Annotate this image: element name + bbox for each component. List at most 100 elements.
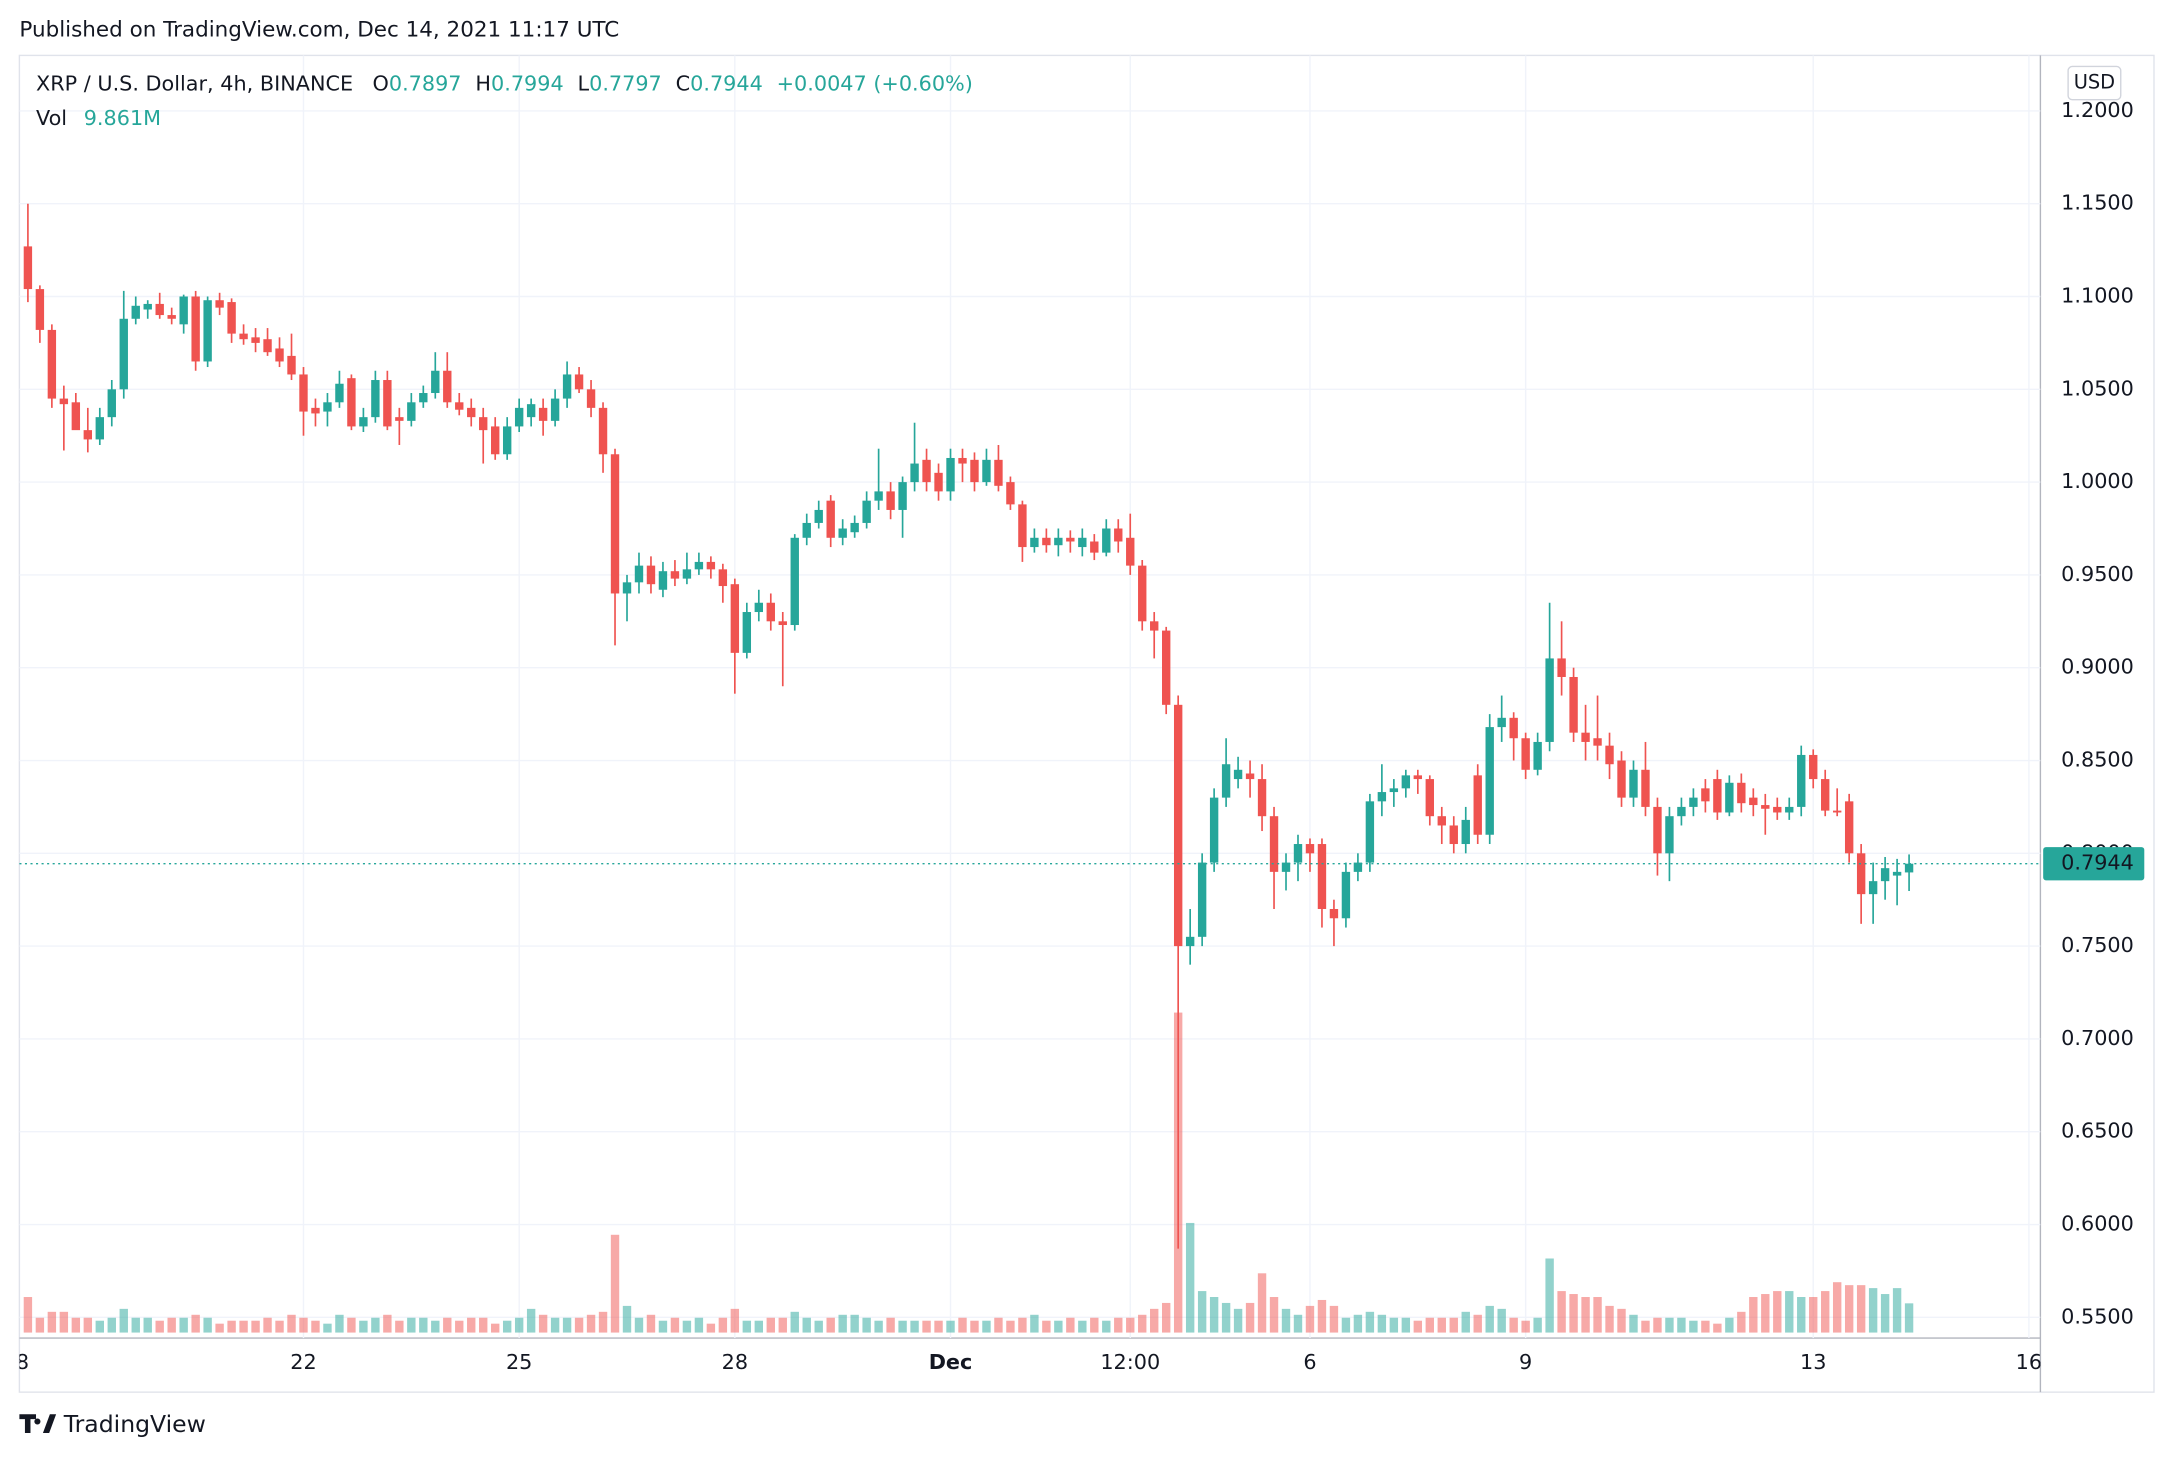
candle-body (227, 302, 236, 334)
candle-body (646, 565, 656, 585)
volume-bar (1581, 1297, 1590, 1333)
volume-bar (1233, 1308, 1243, 1333)
candle-body (850, 522, 859, 533)
candle-body (1844, 801, 1854, 854)
volume-bar (1066, 1317, 1075, 1333)
volume-bar (1197, 1291, 1207, 1333)
candle-body (1761, 805, 1770, 809)
volume-bar (1461, 1311, 1470, 1333)
volume-bar (766, 1317, 775, 1333)
volume-bar (1305, 1305, 1315, 1333)
volume-bar (335, 1314, 344, 1333)
volume-bar (742, 1320, 752, 1333)
volume-bar (59, 1311, 69, 1333)
volume-bar (646, 1314, 656, 1333)
volume-bar (1269, 1297, 1279, 1333)
volume-bar (1713, 1323, 1722, 1333)
candle-body (526, 404, 536, 418)
y-tick-label: 0.9000 (2061, 655, 2134, 679)
candle-body (1389, 788, 1399, 793)
volume-bar (1365, 1311, 1375, 1333)
candle-body (1737, 782, 1746, 804)
volume-bar (119, 1308, 128, 1333)
volume-bar (395, 1320, 404, 1333)
candle-body (1605, 745, 1614, 765)
volume-bar (95, 1320, 104, 1333)
candle-body (347, 378, 356, 427)
candle-body (1353, 862, 1363, 872)
volume-bar (610, 1234, 620, 1333)
volume-bar (730, 1308, 740, 1333)
candle-body (1317, 844, 1327, 909)
volume-bar (287, 1314, 296, 1333)
volume-bar (1689, 1320, 1698, 1333)
candle-body (1904, 863, 1914, 873)
candle-body (970, 459, 979, 483)
candle-body (1677, 806, 1686, 817)
legend-text: +0.0047 (+0.60%) (777, 71, 973, 95)
candle-body (766, 602, 775, 622)
candle-body (1221, 764, 1231, 798)
volume-bar (958, 1317, 967, 1333)
volume-bar (311, 1320, 320, 1333)
candle-body (479, 417, 488, 431)
candle-body (1138, 565, 1147, 622)
volume-bar (1844, 1285, 1854, 1333)
candle-body (383, 380, 392, 427)
volume-bar (203, 1317, 212, 1333)
candle-body (946, 457, 955, 492)
candle-body (742, 612, 752, 653)
candle-body (1749, 797, 1758, 806)
candle-body (574, 374, 584, 390)
volume-bar (1797, 1297, 1806, 1333)
candle-body (23, 246, 33, 290)
volume-bar (251, 1320, 260, 1333)
volume-bar (982, 1320, 991, 1333)
volume-bar (1677, 1317, 1686, 1333)
x-tick-label: 6 (1303, 1350, 1316, 1374)
candle-body (898, 482, 907, 510)
candle-body (1162, 630, 1171, 705)
volume-bar (550, 1317, 560, 1333)
volume-bar (1353, 1314, 1363, 1333)
candle-body (1725, 782, 1734, 813)
volume-bar (1329, 1305, 1339, 1333)
candle-body (1856, 853, 1866, 895)
candle-body (718, 569, 728, 587)
candle-body (1090, 541, 1099, 553)
candle-body (1593, 738, 1602, 746)
candle-body (263, 339, 272, 353)
candle-body (622, 582, 632, 594)
volume-bar (538, 1314, 548, 1333)
candle-body (155, 303, 164, 316)
candle-body (1880, 868, 1890, 882)
currency-box[interactable] (2067, 65, 2122, 101)
candle-body (826, 500, 835, 538)
candle-body (35, 289, 45, 330)
candle-body (1078, 537, 1087, 548)
x-tick-label: 13 (1800, 1350, 1826, 1374)
candle-body (191, 296, 200, 362)
volume-bar (838, 1314, 847, 1333)
volume-bar (83, 1317, 93, 1333)
volume-bar (658, 1320, 668, 1333)
volume-bar (1030, 1314, 1039, 1333)
candle-body (790, 537, 799, 626)
volume-bar (1413, 1320, 1423, 1333)
volume-bar (155, 1320, 164, 1333)
candle-body (167, 315, 176, 319)
candle-body (1892, 871, 1902, 876)
candle-body (407, 402, 416, 421)
candle-body (143, 303, 152, 310)
volume-bar (1389, 1317, 1399, 1333)
candle-body (179, 296, 188, 325)
volume-bar (1773, 1291, 1782, 1333)
candle-body (71, 402, 81, 431)
volume-bar (682, 1320, 692, 1333)
candle-body (455, 402, 464, 410)
y-tick-label: 0.8500 (2061, 748, 2134, 772)
volume-bar (1629, 1314, 1638, 1333)
volume-bar (502, 1320, 512, 1333)
candle-body (994, 459, 1003, 486)
